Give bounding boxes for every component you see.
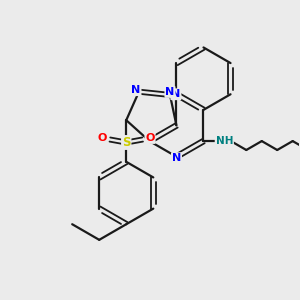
Text: S: S: [122, 136, 130, 149]
Text: NH: NH: [216, 136, 233, 146]
Text: N: N: [172, 153, 181, 163]
Text: O: O: [145, 133, 155, 143]
Text: N: N: [165, 87, 175, 97]
Text: O: O: [98, 133, 107, 143]
Text: N: N: [171, 89, 181, 99]
Text: N: N: [131, 85, 141, 95]
